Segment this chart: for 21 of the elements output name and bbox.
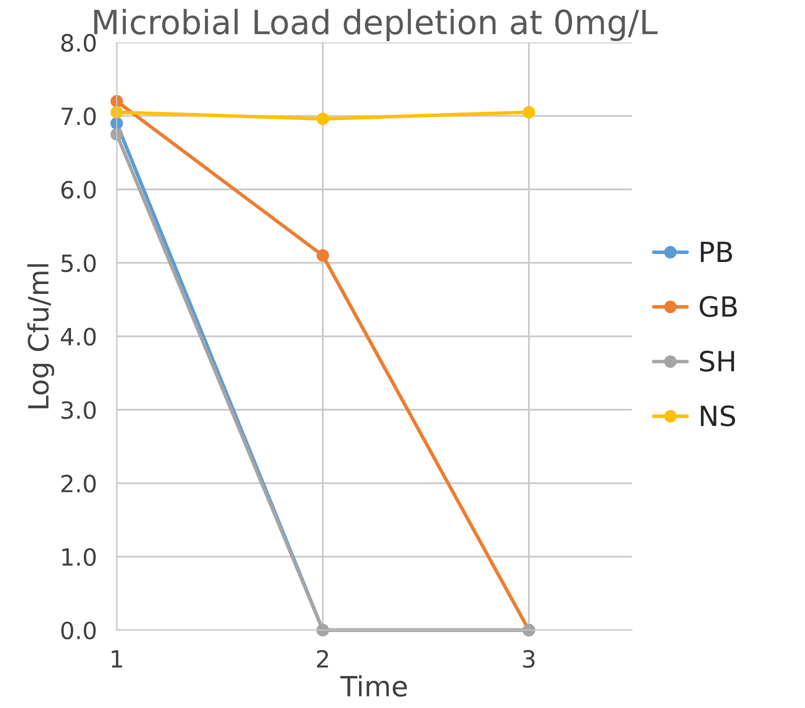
point bbox=[522, 106, 536, 119]
y-tick-label: 3.0 bbox=[62, 401, 96, 420]
y-tick-label: 5.0 bbox=[62, 254, 96, 272]
y-tick-label: 6.0 bbox=[61, 180, 96, 199]
legend-label: SH bbox=[700, 350, 734, 372]
y-tick-label: 4.0 bbox=[60, 328, 96, 346]
point bbox=[316, 112, 330, 126]
y-tick-label: 8.0 bbox=[61, 34, 96, 52]
x-tick-label: 1 bbox=[112, 650, 122, 668]
legend-label: PB bbox=[700, 242, 732, 262]
x-tick-label: 3 bbox=[523, 650, 535, 668]
x-tick-label: 2 bbox=[317, 650, 328, 668]
y-tick-label: 7.0 bbox=[62, 107, 96, 126]
point bbox=[316, 249, 330, 262]
y-tick-label: 0.0 bbox=[61, 622, 96, 640]
y-tick-label: 1.0 bbox=[62, 548, 96, 566]
x-axis-title: Time bbox=[340, 675, 407, 697]
legend-label: GB bbox=[700, 296, 737, 318]
y-axis-title: Log Cfu/ml bbox=[27, 264, 54, 408]
y-tick-label: 2.0 bbox=[61, 474, 96, 493]
legend-label: NS bbox=[700, 405, 736, 426]
